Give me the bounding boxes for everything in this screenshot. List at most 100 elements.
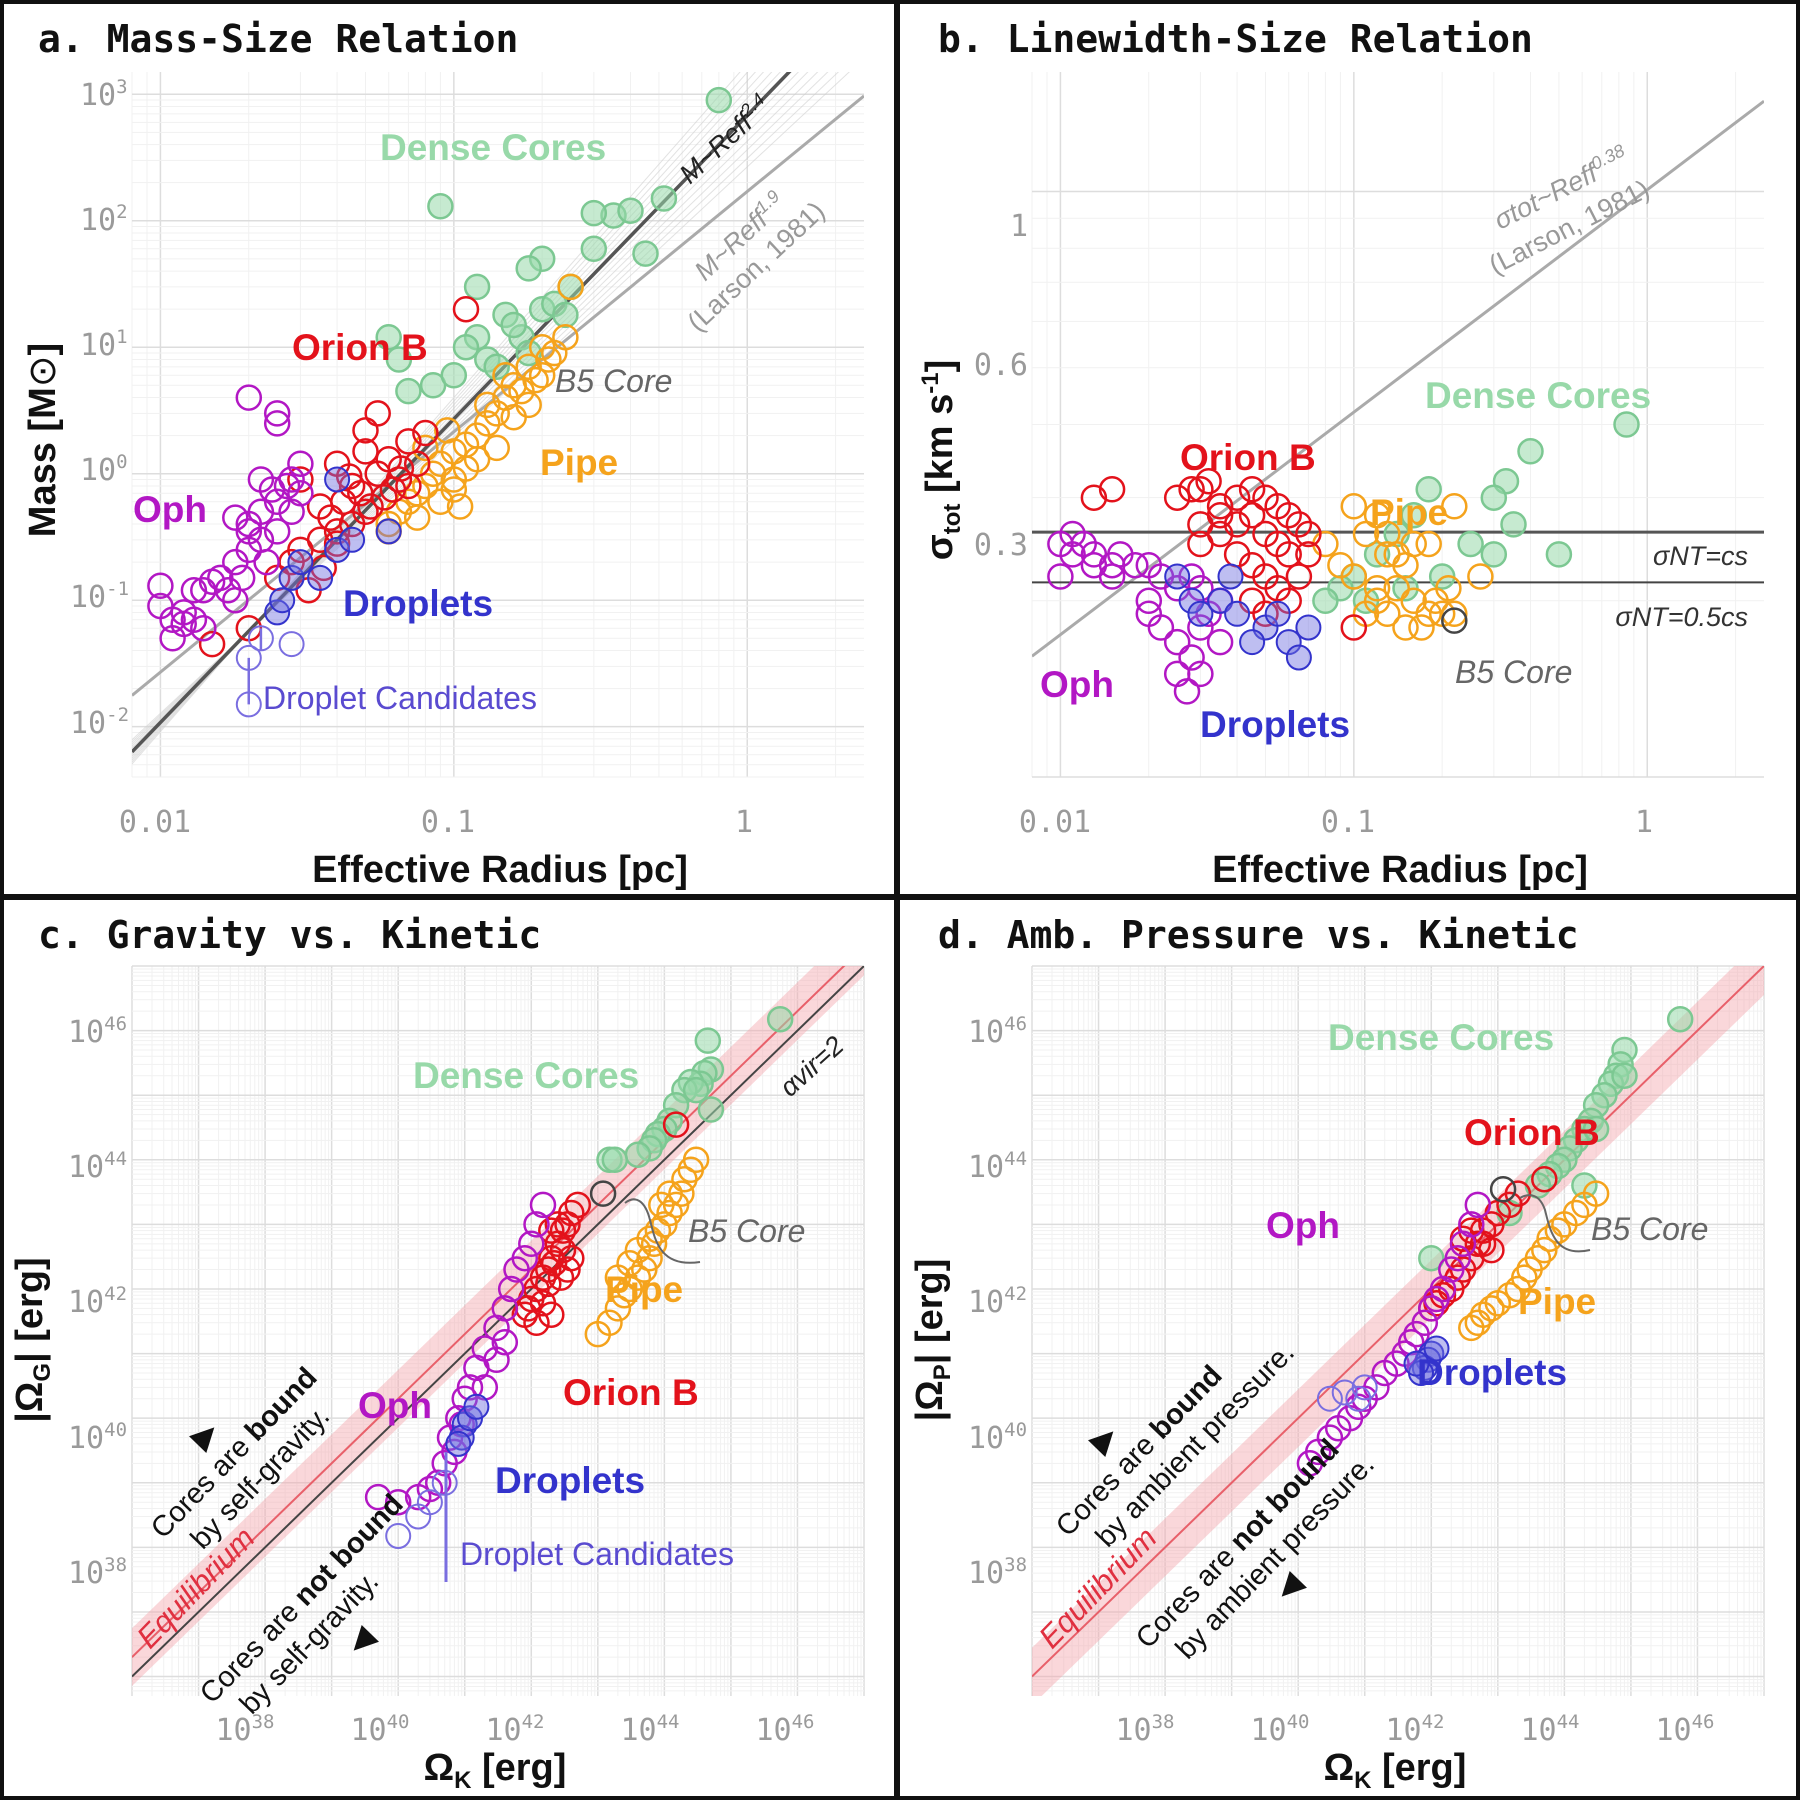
point-pipe — [1478, 1295, 1505, 1322]
point-orion-b — [1187, 530, 1214, 558]
panel-d-ytick: 1044 — [968, 1148, 1027, 1185]
panel-d-bound-arrow-icon — [1088, 1431, 1114, 1457]
panel-c-ytick: 1044 — [68, 1148, 127, 1185]
point-orion-b — [1285, 511, 1313, 538]
panel-c-xtick: 1040 — [350, 1711, 409, 1748]
panel-c-yticks: 1046 1044 1042 1040 1038 — [68, 1013, 127, 1591]
point-dense-cores — [682, 1076, 710, 1104]
point-pipe — [375, 510, 402, 538]
point-orion-b — [452, 295, 480, 323]
point-pipe — [403, 504, 431, 531]
point-orion-b — [357, 493, 384, 520]
point-oph — [228, 564, 256, 592]
point-oph — [263, 410, 291, 437]
point-dense-cores — [632, 240, 659, 267]
panel-b-title: b. Linewidth-Size Relation — [938, 17, 1533, 61]
point-orion-b — [1098, 476, 1126, 503]
point-dense-cores — [500, 311, 527, 339]
panel-b-ytick: 0.3 — [974, 528, 1028, 563]
point-oph — [253, 548, 280, 576]
panel-d-xtick: 1038 — [1115, 1711, 1174, 1748]
panel-d-ytick: 1038 — [968, 1554, 1027, 1591]
point-oph — [1187, 614, 1214, 641]
panel-a-ytick: 102 — [80, 201, 128, 238]
point-oph — [384, 1488, 412, 1516]
panel-c-ytick: 1042 — [68, 1283, 127, 1320]
point-oph — [273, 472, 301, 500]
point-orion-b — [1340, 614, 1368, 641]
panel-b-xtick: 1 — [1635, 805, 1653, 840]
point-droplet-candidates — [385, 1523, 412, 1549]
panel-c-xtick: 1042 — [485, 1711, 544, 1748]
panel-d-notbound-arrow-icon — [1281, 1571, 1307, 1597]
panel-c-points — [364, 1005, 794, 1549]
point-pipe — [557, 273, 584, 301]
point-dense-cores — [1400, 501, 1427, 529]
panel-d-frame — [896, 896, 1800, 1800]
point-pipe — [1327, 551, 1354, 579]
point-oph — [364, 1483, 392, 1511]
point-orion-b — [323, 530, 351, 557]
point-orion-b — [1178, 476, 1205, 503]
point-pipe — [1551, 1211, 1578, 1238]
point-orion-b — [1206, 493, 1234, 520]
alpha-vir-line — [132, 966, 864, 1678]
panel-d-b5-pointer — [1519, 1194, 1591, 1253]
point-droplets — [278, 564, 305, 591]
point-dense-cores — [1312, 587, 1339, 615]
point-pipe — [624, 1236, 652, 1264]
panel-a-xlabel: Effective Radius [pc] — [312, 849, 688, 891]
point-pipe — [1400, 530, 1427, 558]
panel-c-label-b5: B5 Core — [688, 1213, 805, 1249]
point-dense-cores — [601, 1146, 629, 1174]
point-dense-cores — [515, 339, 542, 367]
point-dense-cores — [1517, 438, 1544, 465]
point-oph — [1449, 1230, 1477, 1258]
point-pipe — [1467, 563, 1494, 590]
panel-a-xtick: 0.01 — [119, 805, 191, 840]
panel-a-ylabel: Mass [M⊙] — [22, 343, 64, 537]
point-dense-cores — [1666, 1005, 1694, 1033]
point-b5-core — [589, 1180, 617, 1207]
point-droplets — [1275, 629, 1302, 656]
panel-b-yticks: 1 0.6 0.3 — [974, 209, 1028, 563]
point-pipe — [1435, 575, 1462, 602]
point-pipe — [1571, 1191, 1598, 1219]
panel-c-ytick: 1038 — [68, 1554, 127, 1591]
point-oph — [1080, 551, 1108, 579]
point-oph — [180, 606, 208, 634]
panel-d-xtick: 1046 — [1655, 1711, 1714, 1748]
point-droplets — [1264, 600, 1291, 627]
point-dense-cores — [515, 255, 542, 282]
point-dense-cores — [694, 1027, 722, 1054]
point-orion-b — [1206, 501, 1234, 529]
panel-c-label-dense: Dense Cores — [413, 1055, 639, 1096]
point-oph — [263, 488, 291, 516]
point-oph — [1178, 644, 1205, 671]
point-pipe — [1504, 1275, 1532, 1303]
point-dense-cores — [440, 362, 468, 389]
point-oph — [1206, 628, 1234, 656]
point-dense-cores — [385, 346, 413, 373]
panel-a-title: a. Mass-Size Relation — [38, 17, 518, 61]
point-dense-cores — [427, 193, 454, 220]
point-pipe — [483, 400, 510, 427]
point-dense-cores — [1418, 1244, 1445, 1272]
panel-c-b5-pointer — [624, 1198, 701, 1264]
point-oph — [147, 572, 174, 600]
point-droplets — [375, 518, 402, 545]
panel-b-xtick: 0.1 — [1321, 805, 1375, 840]
point-oph — [1122, 551, 1149, 579]
point-orion-b — [371, 484, 398, 511]
panel-a-ytick: 101 — [80, 326, 128, 363]
panel-b-ylabel: σtot [km s-1] — [917, 360, 966, 560]
point-pipe — [1464, 1309, 1492, 1337]
panel-c-label-candidates: Droplet Candidates — [460, 1536, 734, 1572]
point-droplet-candidates — [278, 631, 305, 658]
point-pipe — [440, 476, 468, 503]
panel-a-xticks: 0.01 0.1 1 — [119, 805, 753, 840]
point-dense-cores — [1611, 1062, 1638, 1089]
point-oph — [222, 504, 249, 531]
point-droplets — [1423, 1335, 1450, 1362]
